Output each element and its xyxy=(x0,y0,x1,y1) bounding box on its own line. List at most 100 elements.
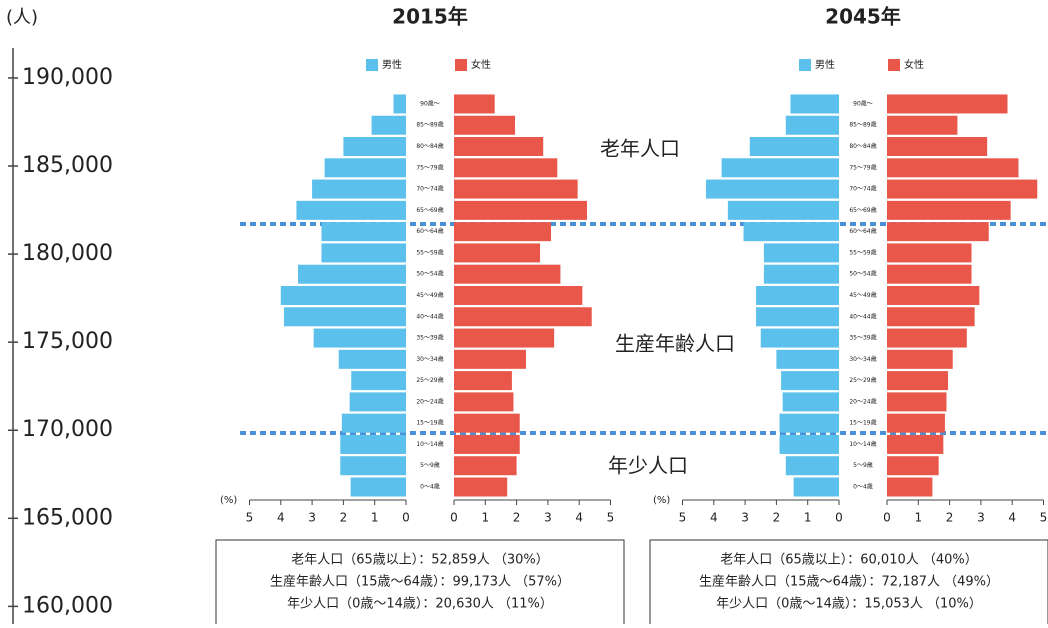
x-tick-label: 2 xyxy=(340,511,348,525)
annotation: 生産年齢人口 xyxy=(615,332,735,356)
bar xyxy=(343,137,406,157)
category-label: 65～69歳 xyxy=(849,206,876,214)
y-tick-label: 165,000 xyxy=(22,505,113,530)
x-tick-label: 5 xyxy=(679,511,687,525)
category-label: 15～19歳 xyxy=(416,419,443,427)
x-tick-label: 5 xyxy=(246,511,254,525)
bar xyxy=(887,413,945,433)
x-tick-label: 5 xyxy=(1040,511,1048,525)
category-label: 45～49歳 xyxy=(416,291,443,299)
bar xyxy=(779,413,839,433)
bar xyxy=(283,307,406,327)
bar xyxy=(887,285,980,305)
bar xyxy=(887,349,953,369)
category-label: 60～64歳 xyxy=(849,227,876,235)
bar xyxy=(349,392,406,412)
x-tick-label: 1 xyxy=(804,511,812,525)
bar xyxy=(454,243,541,263)
bar xyxy=(454,392,514,412)
category-label: 40～44歳 xyxy=(416,312,443,320)
x-tick-label: 5 xyxy=(607,511,615,525)
legend-swatch xyxy=(455,59,467,71)
bar xyxy=(887,392,947,412)
category-label: 10～14歳 xyxy=(849,440,876,448)
bar xyxy=(454,222,552,242)
y-tick-label: 180,000 xyxy=(22,241,113,266)
bar xyxy=(756,307,839,327)
bar xyxy=(341,413,406,433)
category-label: 5～9歳 xyxy=(853,461,873,469)
bar xyxy=(454,200,588,220)
bar xyxy=(785,456,839,476)
summary-line: 年少人口（0歳～14歳）：20,630人 （11%） xyxy=(287,597,553,612)
bar xyxy=(454,349,526,369)
bar xyxy=(454,115,516,135)
x-tick-label: 0 xyxy=(402,511,410,525)
x-axis-label: (%) xyxy=(653,495,670,506)
category-label: 25～29歳 xyxy=(849,376,876,384)
category-label: 5～9歳 xyxy=(420,461,440,469)
x-tick-label: 4 xyxy=(710,511,718,525)
bar xyxy=(454,158,558,178)
category-label: 45～49歳 xyxy=(849,291,876,299)
category-label: 90歳～ xyxy=(420,99,440,107)
annotation: 年少人口 xyxy=(608,454,688,478)
legend-swatch xyxy=(799,59,811,71)
category-label: 55～59歳 xyxy=(416,248,443,256)
bar xyxy=(887,94,1008,114)
bar xyxy=(760,328,839,348)
summary-line: 生産年齢人口（15歳～64歳）：99,173人 （57%） xyxy=(270,574,570,590)
bar xyxy=(313,328,406,348)
category-label: 35～39歳 xyxy=(849,334,876,342)
x-tick-label: 1 xyxy=(371,511,379,525)
category-label: 80～84歳 xyxy=(416,142,443,150)
legend-label: 女性 xyxy=(904,58,924,71)
bar xyxy=(887,222,989,242)
bar xyxy=(781,371,839,391)
category-label: 0～4歳 xyxy=(420,483,440,491)
category-label: 20～24歳 xyxy=(849,397,876,405)
bar xyxy=(454,137,544,157)
summary-box xyxy=(215,539,625,628)
bar xyxy=(338,349,406,369)
category-label: 90歳～ xyxy=(853,99,873,107)
bar xyxy=(790,94,839,114)
bar xyxy=(321,243,406,263)
bar xyxy=(280,285,406,305)
legend-label: 女性 xyxy=(471,58,491,71)
bar xyxy=(749,137,839,157)
bar xyxy=(312,179,406,199)
x-axis-label: (%) xyxy=(220,495,237,506)
bar xyxy=(296,200,406,220)
bar xyxy=(321,222,406,242)
y-tick-label: 160,000 xyxy=(22,593,113,618)
annotation: 老年人口 xyxy=(600,137,680,161)
bar xyxy=(887,434,944,454)
x-tick-label: 3 xyxy=(977,511,985,525)
bar xyxy=(298,264,406,284)
bar xyxy=(887,115,958,135)
bar xyxy=(887,264,972,284)
bar xyxy=(705,179,839,199)
x-tick-label: 2 xyxy=(773,511,781,525)
bar xyxy=(887,477,933,497)
category-label: 30～34歳 xyxy=(849,355,876,363)
category-label: 75～79歳 xyxy=(416,163,443,171)
x-tick-label: 0 xyxy=(450,511,458,525)
bar xyxy=(785,115,839,135)
bar xyxy=(887,158,1019,178)
summary-line: 生産年齢人口（15歳～64歳）：72,187人 （49%） xyxy=(699,574,999,590)
category-label: 65～69歳 xyxy=(416,206,443,214)
category-label: 0～4歳 xyxy=(853,483,873,491)
bar xyxy=(756,285,839,305)
bar xyxy=(454,434,520,454)
bar xyxy=(887,200,1011,220)
x-tick-label: 0 xyxy=(835,511,843,525)
bar xyxy=(371,115,406,135)
bar xyxy=(887,137,988,157)
y-axis-label: (人) xyxy=(6,7,38,28)
legend-swatch xyxy=(366,59,378,71)
bar xyxy=(454,328,555,348)
bar xyxy=(454,264,561,284)
